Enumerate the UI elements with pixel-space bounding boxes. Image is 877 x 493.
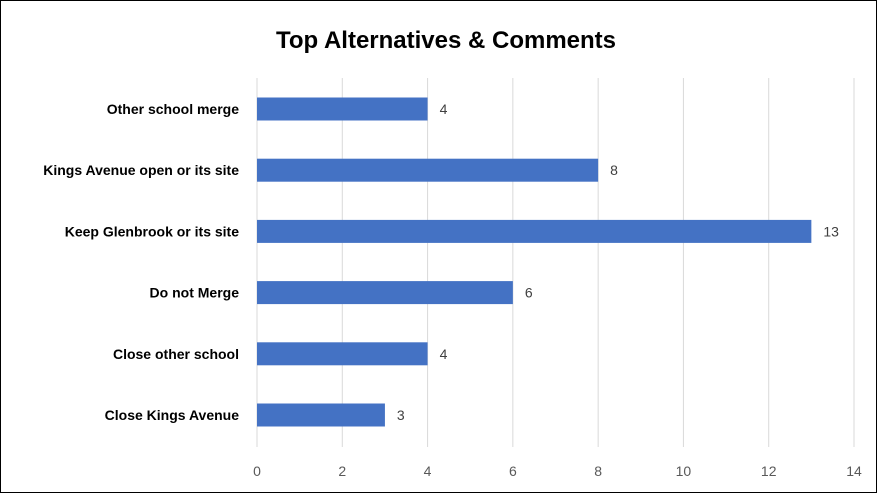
x-tick-label: 6 [509, 463, 517, 479]
bar [257, 281, 513, 305]
data-labels: 4 8 13 6 4 3 [397, 101, 839, 423]
bar [257, 403, 385, 427]
data-label: 4 [440, 346, 448, 362]
chart-title: Top Alternatives & Comments [276, 27, 616, 54]
category-label: Close other school [113, 346, 239, 362]
category-labels: Other school merge Kings Avenue open or i… [43, 101, 239, 423]
x-tick-label: 10 [676, 463, 692, 479]
x-tick-label: 8 [594, 463, 602, 479]
gridlines [256, 78, 855, 447]
category-label: Do not Merge [150, 285, 240, 301]
data-label: 13 [823, 223, 839, 239]
category-label: Other school merge [107, 101, 239, 117]
bar [257, 97, 428, 121]
category-label: Kings Avenue open or its site [43, 162, 239, 178]
x-tick-label: 0 [253, 463, 261, 479]
x-tick-label: 2 [338, 463, 346, 479]
data-label: 3 [397, 407, 405, 423]
bar [257, 158, 599, 182]
data-label: 4 [440, 101, 448, 117]
x-axis-ticks: 0 2 4 6 8 10 12 14 [253, 463, 862, 479]
bars [257, 97, 812, 427]
data-label: 8 [610, 162, 618, 178]
x-tick-label: 12 [761, 463, 777, 479]
x-tick-label: 4 [424, 463, 432, 479]
bar [257, 342, 428, 366]
x-tick-label: 14 [846, 463, 862, 479]
category-label: Close Kings Avenue [105, 407, 240, 423]
bar [257, 219, 812, 243]
data-label: 6 [525, 285, 533, 301]
category-label: Keep Glenbrook or its site [65, 223, 239, 239]
